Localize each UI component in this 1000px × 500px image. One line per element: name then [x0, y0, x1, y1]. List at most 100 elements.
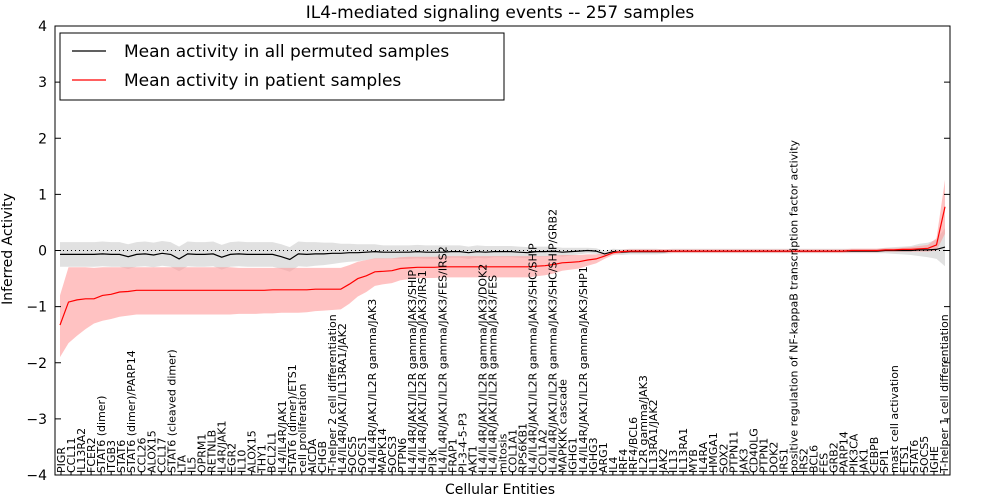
x-tick-label: MYB [687, 449, 700, 473]
x-tick-label: IRF4 [617, 449, 630, 473]
x-tick-label: IRF4/BCL6 [627, 417, 640, 473]
x-tick-label: IL4RA [697, 441, 710, 473]
y-tick-label: −4 [26, 468, 47, 484]
x-tick-label: IL4/IL4R/JAK1/IL2R gamma/JAK3/IRS1 [416, 270, 429, 473]
y-tick-label: 1 [38, 187, 47, 203]
y-tick-label: 0 [38, 244, 47, 260]
x-tick-label: THY1 [256, 444, 269, 474]
x-tick-label: PTPN11 [727, 431, 740, 473]
x-tick-label: ETS1 [898, 445, 911, 473]
x-tick-label: PIGR [55, 447, 68, 473]
x-tick-label: JAK1 [858, 448, 871, 474]
x-tick-label: IL4/IL4R/JAK1/IL2R gamma/JAK3/SHP1 [577, 266, 590, 473]
confidence-bands [60, 179, 945, 358]
x-tick-label: JAK2 [657, 448, 670, 474]
x-tick-label: AICDA [306, 438, 319, 473]
x-tick-label: FES [818, 453, 831, 473]
x-tick-label: IL13RA2 [75, 428, 88, 473]
x-tick-label: IL4/IL4R/JAK1/IL2R gamma/JAK3/DOK2 [476, 264, 489, 473]
x-tick-label: positive regulation of NF-kappaB transcr… [788, 139, 801, 473]
x-tick-label: PI3K [426, 448, 439, 473]
x-tick-label: DOK2 [767, 442, 780, 473]
x-tick-label: FCER2 [85, 437, 98, 473]
x-tick-label: COL1A1 [507, 429, 520, 473]
x-tick-label: OPRM1 [196, 434, 209, 473]
x-tick-label: RPS6KB1 [517, 423, 530, 473]
x-tick-label: CEBPB [868, 437, 881, 473]
x-tick-label: CCL11 [65, 438, 78, 474]
x-axis-title: Cellular Entities [445, 482, 555, 498]
band-series-1 [60, 179, 945, 358]
x-tick-label: mast cell activation [888, 365, 901, 473]
x-tick-label: SOCS1 [356, 436, 369, 473]
y-tick-label: −2 [26, 356, 47, 372]
x-tick-label: IL4/IL4R/JAK1/IL13RA1/JAK2 [336, 323, 349, 473]
x-tick-label: PTPN1 [757, 438, 770, 473]
x-tick-label: SOCS5 [918, 436, 931, 473]
line-series-1 [59, 206, 946, 326]
x-tick-label: PARP14 [838, 431, 851, 473]
x-tick-label: IGHG1 [567, 437, 580, 473]
x-tick-label: FRAP1 [446, 438, 459, 473]
x-tick-label: CHGB [316, 441, 329, 473]
x-tick-label: PTPN6 [396, 438, 409, 473]
x-tick-label: SOCS5 [346, 436, 359, 473]
x-tick-label: IL10 [236, 450, 249, 473]
x-tick-label: JAK3 [737, 448, 750, 474]
x-tick-label: IRS1 [778, 448, 791, 473]
x-tick-label: IL4/IL4R/JAK1/IL2R gamma/JAK3/FES/IRS2 [436, 246, 449, 473]
x-tick-label: IGHE [928, 446, 941, 473]
x-tick-label: EGR2 [226, 443, 239, 473]
x-tick-label: T-helper 1 cell differentiation [938, 314, 951, 474]
x-tick-label: SOX2 [717, 444, 730, 473]
x-tick-label: COL1A2 [537, 429, 550, 473]
x-tick-label: IL4/IL4R/JAK1/IL2R gamma/JAK3/SHC/SHIP [527, 243, 540, 473]
x-tick-label: IL13RA1 [677, 428, 690, 473]
x-tick-label: HMGA1 [707, 432, 720, 473]
x-tick-label: BCL2L1 [266, 432, 279, 473]
x-tick-label: ITGB3 [105, 440, 118, 473]
x-tick-label: MAPK14 [376, 428, 389, 473]
x-tick-label: IL4/IL4R/JAK1/IL2R gamma/JAK3/FES [487, 275, 500, 473]
y-tick-label: 3 [38, 75, 47, 91]
x-tick-label: CCL26 [135, 438, 148, 474]
series-lines [59, 206, 946, 326]
x-tick-label: IL4/IL4R/JAK1 [276, 400, 289, 473]
x-tick-label: SPI1 [878, 449, 891, 473]
x-tick-label: RETNLB [206, 430, 219, 473]
x-tick-label: ALOX15 [145, 430, 158, 473]
y-tick-label: −1 [26, 300, 47, 316]
x-tick-label: IL4/IL4R/JAK1/IL2R gamma/JAK3 [366, 299, 379, 473]
x-tick-label: ARG1 [597, 442, 610, 473]
x-tick-label: IL5 [185, 457, 198, 473]
x-tick-label: AKT1 [466, 445, 479, 473]
x-tick-label: MAPKKK cascade [557, 379, 570, 473]
x-tick-label: IL4/IL4R/JAK1/IL2R gamma/JAK3/SHC/SHIP/G… [547, 209, 560, 473]
x-tick-label: LTA [175, 455, 188, 473]
legend-box [59, 32, 505, 101]
x-tick-label: CD40LG [747, 428, 760, 473]
y-tick-label: −3 [26, 412, 47, 428]
x-tick-label: PI-3-4-5-P3 [456, 413, 469, 473]
x-tick-label: BCL6 [808, 445, 821, 473]
x-tick-label: PIK3CA [848, 433, 861, 473]
x-tick-label: STAT6 (cleaved dimer) [165, 349, 178, 473]
x-tick-label: IL4R/JAK1 [216, 420, 229, 473]
y-axis-title: Inferred Activity [0, 193, 16, 305]
legend: Mean activity in all permuted samples Me… [59, 32, 505, 101]
legend-label-patient: Mean activity in patient samples [124, 71, 401, 91]
x-tick-label: IGHG3 [587, 437, 600, 473]
legend-label-permuted: Mean activity in all permuted samples [124, 42, 449, 62]
x-tick-label: ALOX15 [246, 430, 259, 473]
x-tick-label: cell proliferation [296, 383, 309, 473]
x-tick-label: IRS2 [798, 448, 811, 473]
x-tick-label: STAT6 (dimer) [95, 396, 108, 473]
x-tick-label: T-helper 2 cell differentiation [326, 314, 339, 474]
x-tick-label: STAT6 [115, 440, 128, 473]
y-tick-label: 2 [38, 131, 47, 147]
band-series-0 [60, 228, 945, 272]
x-tick-label: mitosis [497, 433, 510, 473]
chart-title: IL4-mediated signaling events -- 257 sam… [306, 3, 695, 23]
